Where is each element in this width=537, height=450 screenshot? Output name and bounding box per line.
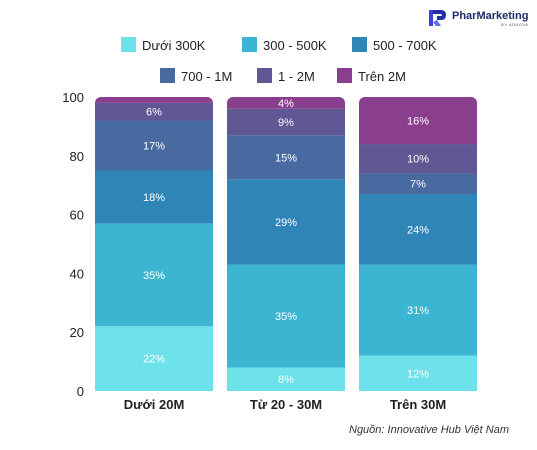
legend-label: 700 - 1M bbox=[181, 69, 232, 84]
source-note: Nguồn: Innovative Hub Việt Nam bbox=[349, 424, 509, 436]
bar-segment bbox=[359, 355, 477, 391]
legend-label: 300 - 500K bbox=[263, 38, 327, 53]
bar-segment bbox=[95, 326, 213, 391]
x-tick-label: Trên 30M bbox=[390, 397, 446, 412]
bar-segment bbox=[359, 194, 477, 265]
bar-segment bbox=[227, 179, 345, 265]
bar-segment bbox=[359, 144, 477, 174]
bar-segment bbox=[227, 97, 345, 109]
legend-label: 500 - 700K bbox=[373, 38, 437, 53]
legend-swatch bbox=[257, 68, 272, 83]
bar-segment bbox=[95, 102, 213, 121]
pharmarketing-logo-icon bbox=[429, 10, 446, 26]
bar-segment bbox=[359, 97, 477, 145]
brand-subtitle: BY ADNOVA bbox=[501, 21, 529, 27]
legend-swatch bbox=[121, 37, 136, 52]
data-label: 31% bbox=[407, 305, 429, 317]
legend-label: Trên 2M bbox=[358, 69, 406, 84]
data-label: 9% bbox=[278, 117, 294, 129]
bar-segment bbox=[95, 97, 213, 103]
bar-segment bbox=[95, 170, 213, 224]
bar-segment bbox=[95, 120, 213, 171]
data-label: 29% bbox=[275, 217, 297, 229]
data-label: 35% bbox=[143, 270, 165, 282]
x-tick-label: Từ 20 - 30M bbox=[250, 397, 322, 412]
brand-logo: PharMarketing BY ADNOVA bbox=[428, 8, 528, 28]
bar-segment bbox=[227, 135, 345, 180]
data-label: 12% bbox=[407, 368, 429, 380]
bar-segment bbox=[95, 223, 213, 327]
data-label: 15% bbox=[275, 152, 297, 164]
y-tick-label: 0 bbox=[77, 384, 84, 399]
y-tick-label: 20 bbox=[70, 325, 84, 340]
x-tick-label: Dưới 20M bbox=[124, 397, 185, 412]
y-tick-label: 60 bbox=[70, 208, 84, 223]
y-tick-label: 80 bbox=[70, 149, 84, 164]
data-label: 22% bbox=[143, 354, 165, 366]
legend-swatch bbox=[242, 37, 257, 52]
data-label: 17% bbox=[143, 141, 165, 153]
y-tick-label: 100 bbox=[62, 90, 84, 105]
data-label: 8% bbox=[278, 374, 294, 386]
data-label: 18% bbox=[143, 192, 165, 204]
bar-segment bbox=[359, 173, 477, 195]
data-label: 7% bbox=[410, 179, 426, 191]
data-label: 16% bbox=[407, 116, 429, 128]
data-label: 4% bbox=[278, 98, 294, 110]
y-tick-label: 40 bbox=[70, 266, 84, 281]
legend-label: Dưới 300K bbox=[142, 38, 206, 53]
brand-name: PharMarketing bbox=[452, 9, 529, 22]
legend-swatch bbox=[352, 37, 367, 52]
bar-segment bbox=[227, 367, 345, 391]
legend-swatch bbox=[160, 68, 175, 83]
bar-segment bbox=[227, 108, 345, 136]
legend-label: 1 - 2M bbox=[278, 69, 315, 84]
data-label: 24% bbox=[407, 224, 429, 236]
bar-segment bbox=[359, 264, 477, 356]
data-label: 35% bbox=[275, 311, 297, 323]
legend-swatch bbox=[337, 68, 352, 83]
data-label: 10% bbox=[407, 154, 429, 166]
data-label: 6% bbox=[146, 107, 162, 119]
bar-segment bbox=[227, 264, 345, 368]
